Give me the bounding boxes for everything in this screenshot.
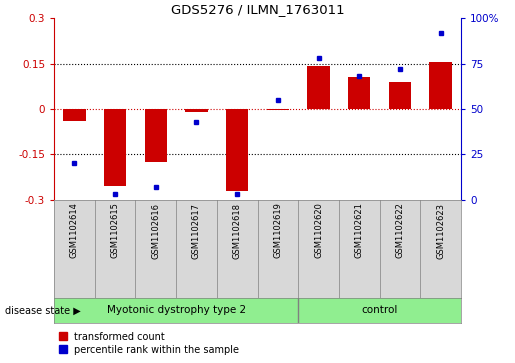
Bar: [226, 109, 248, 191]
Bar: [145, 109, 167, 162]
Bar: [430, 62, 452, 109]
Text: GSM1102622: GSM1102622: [396, 203, 404, 258]
Bar: [267, 109, 289, 110]
Text: GSM1102620: GSM1102620: [314, 203, 323, 258]
Text: control: control: [362, 305, 398, 315]
Legend: transformed count, percentile rank within the sample: transformed count, percentile rank withi…: [59, 331, 239, 355]
Bar: [104, 109, 126, 186]
Bar: [389, 82, 411, 109]
Text: GSM1102621: GSM1102621: [355, 203, 364, 258]
Text: GSM1102615: GSM1102615: [111, 203, 119, 258]
Bar: [185, 109, 208, 112]
Bar: [307, 66, 330, 109]
Text: GSM1102617: GSM1102617: [192, 203, 201, 258]
Bar: [348, 77, 370, 109]
Title: GDS5276 / ILMN_1763011: GDS5276 / ILMN_1763011: [170, 3, 345, 16]
Text: Myotonic dystrophy type 2: Myotonic dystrophy type 2: [107, 305, 246, 315]
Text: GSM1102619: GSM1102619: [273, 203, 282, 258]
Text: GSM1102623: GSM1102623: [436, 203, 445, 258]
Text: GSM1102618: GSM1102618: [233, 203, 242, 258]
Bar: [63, 109, 85, 121]
Text: GSM1102616: GSM1102616: [151, 203, 160, 258]
Text: disease state ▶: disease state ▶: [5, 305, 81, 315]
Text: GSM1102614: GSM1102614: [70, 203, 79, 258]
